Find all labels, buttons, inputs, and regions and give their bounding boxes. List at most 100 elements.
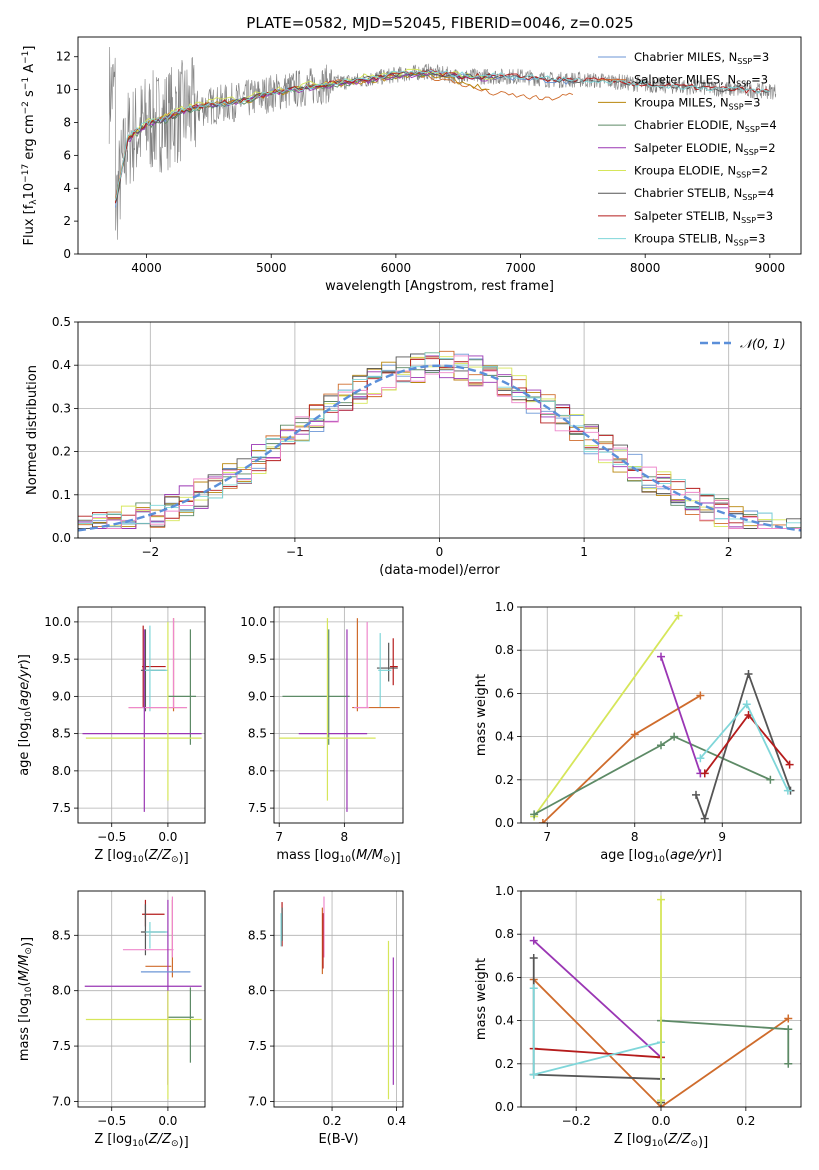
weight-marker	[529, 1070, 538, 1079]
weight-line-1	[542, 694, 701, 823]
weight-marker	[529, 984, 538, 993]
y-tick-label: 0.6	[495, 970, 514, 984]
weight-line-1	[533, 978, 789, 1107]
y-tick-label: 0.3	[52, 401, 71, 415]
y-tick-label: 8.0	[52, 984, 71, 998]
weight-marker	[700, 769, 709, 778]
weight-marker	[657, 741, 665, 750]
y-tick-label: 0.1	[52, 488, 71, 502]
plot-area	[529, 895, 793, 1107]
plot-area	[82, 618, 202, 812]
y-tick-label: 12	[56, 50, 71, 64]
plot-area	[279, 618, 400, 812]
y-tick-label: 0.4	[495, 730, 514, 744]
y-tick-label: 0.0	[52, 531, 71, 545]
x-tick-label: −1	[286, 545, 304, 559]
axes-frame	[77, 606, 206, 824]
x-tick-label: 7	[275, 830, 283, 844]
axes-frame	[520, 606, 802, 824]
weight-marker	[657, 652, 665, 661]
plot-area	[280, 896, 394, 1100]
x-axis-label: wavelength [Angstrom, rest frame]	[325, 279, 554, 294]
y-tick-label: 8.5	[248, 928, 267, 942]
weight-line-4	[532, 988, 662, 1076]
weight-marker	[670, 732, 679, 741]
x-tick-label: 0.0	[158, 1114, 177, 1128]
weight-line-5	[704, 713, 791, 774]
y-tick-label: 0.5	[52, 315, 71, 329]
x-tick-label: −0.5	[97, 830, 126, 844]
y-tick-label: 7.5	[248, 801, 267, 815]
weight-marker	[657, 1096, 665, 1105]
weight-line-3	[532, 957, 662, 1103]
y-tick-label: 8.0	[52, 764, 71, 778]
axes-frame	[273, 606, 404, 824]
y-axis-label: mass [log10(M/M⊙)]	[17, 937, 35, 1061]
y-tick-label: 10	[56, 83, 71, 97]
x-axis-label: Z [log10(Z/Z⊙)]	[94, 848, 188, 866]
axes-frame	[77, 321, 802, 539]
y-axis-label: mass weight	[474, 674, 489, 756]
y-tick-label: 0	[63, 247, 71, 261]
x-tick-label: 0.2	[323, 1114, 342, 1128]
y-tick-label: 0.4	[495, 1014, 514, 1028]
x-axis-label: mass [log10(M/M⊙)]	[276, 848, 400, 866]
legend-label-2: Kroupa MILES, NSSP=3	[634, 95, 760, 111]
weight-line-2	[533, 1047, 662, 1059]
y-tick-label: 0.2	[52, 445, 71, 459]
gaussian-curve	[78, 364, 801, 532]
panel-spectrum: 4000 5000 6000 7000 8000 9000 0 2 4 6 8 10 12 wavelen…	[21, 36, 802, 294]
y-tick-label: 8.0	[248, 984, 267, 998]
legend-label-4: Salpeter ELODIE, NSSP=2	[634, 141, 776, 157]
legend-label-5: Kroupa ELODIE, NSSP=2	[634, 164, 768, 180]
weight-marker	[630, 730, 639, 739]
y-tick-label: 0.0	[495, 1100, 514, 1114]
weight-marker	[692, 790, 700, 799]
axes-frame	[77, 36, 802, 255]
series-line-7	[114, 68, 771, 204]
y-axis-label: mass weight	[474, 958, 489, 1040]
plot-area	[78, 350, 801, 532]
legend-label-6: Chabrier STELIB, NSSP=4	[634, 186, 774, 202]
x-axis-label: Z [log10(Z/Z⊙)]	[614, 1132, 708, 1150]
y-tick-label: 9.5	[248, 652, 267, 666]
y-tick-label: 8.0	[248, 764, 267, 778]
weight-marker	[674, 611, 683, 620]
y-tick-label: 0.4	[52, 358, 71, 372]
y-tick-label: 1.0	[495, 600, 514, 614]
y-tick-label: 8.5	[52, 727, 71, 741]
axes-frame	[77, 890, 206, 1108]
x-tick-label: −0.2	[562, 1114, 591, 1128]
x-tick-label: 6000	[381, 261, 412, 275]
x-axis-label: age [log10(age/yr)]	[600, 848, 722, 865]
weight-marker	[784, 1059, 793, 1068]
y-tick-label: 9.5	[52, 652, 71, 666]
weight-line-3	[660, 656, 702, 774]
y-tick-label: 0.2	[495, 773, 514, 787]
histogram-step-8	[78, 352, 801, 529]
y-tick-label: 0.2	[495, 1057, 514, 1071]
plot-area	[84, 896, 202, 1100]
y-tick-label: 0.0	[495, 816, 514, 830]
x-axis-label: E(B-V)	[318, 1132, 358, 1147]
y-tick-label: 7.0	[248, 1094, 267, 1108]
y-tick-label: 10.0	[44, 615, 71, 629]
y-tick-label: 9.0	[248, 689, 267, 703]
panel-mass-weight-vs-Z: −0.2 0.0 0.2 0.0 0.2 0.4 0.6 0.8 1.0 Z [log10(Z/Z…	[474, 884, 802, 1150]
x-tick-label: 0	[436, 545, 444, 559]
y-tick-label: 8.5	[52, 928, 71, 942]
weight-marker	[785, 760, 794, 769]
y-tick-label: 10.0	[240, 615, 267, 629]
y-tick-label: 9.0	[52, 689, 71, 703]
y-tick-label: 8.5	[248, 727, 267, 741]
y-tick-label: 7.5	[248, 1039, 267, 1053]
y-tick-label: 8	[63, 115, 71, 129]
y-tick-label: 4	[63, 181, 71, 195]
panel-residuals: −2 −1 0 1 2 0.0 0.1 0.2 0.3 0.4 0.5 (data-model)/er…	[25, 315, 802, 578]
panel-mass-vs-Z: −0.5 0.0 7.0 7.5 8.0 8.5 Z [log10(Z/Z⊙)] mass […	[17, 890, 206, 1150]
y-tick-label: 7.5	[52, 1039, 71, 1053]
legend-label-7: Salpeter STELIB, NSSP=3	[634, 209, 773, 225]
x-tick-label: 0.2	[736, 1114, 755, 1128]
panel-age-vs-mass: 7 8 7.5 8.0 8.5 9.0 9.5 10.0 mass [log10(M/M⊙)]	[240, 606, 404, 866]
series-line-8	[114, 69, 770, 201]
